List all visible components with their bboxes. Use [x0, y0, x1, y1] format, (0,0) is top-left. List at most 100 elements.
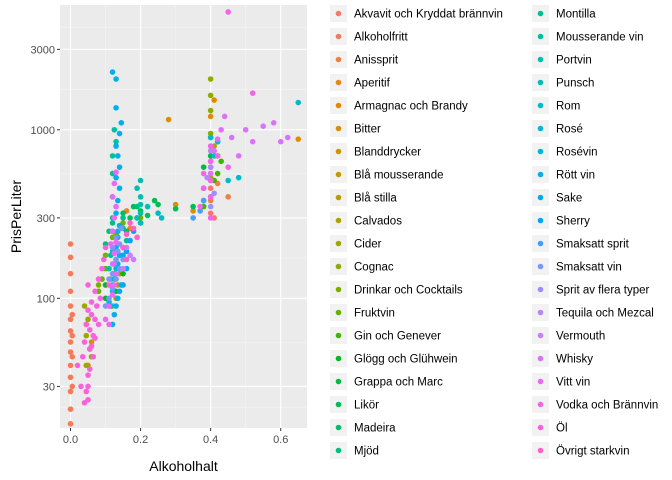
data-point	[207, 143, 214, 149]
legend-label: Övrigt starkvin	[556, 446, 630, 458]
y-tick-label: 1000	[31, 125, 55, 137]
data-point	[130, 225, 137, 232]
data-point	[207, 92, 214, 99]
legend-item: Fruktvin	[330, 304, 395, 321]
legend-label: Smaksatt vin	[556, 262, 622, 274]
x-tick-label: 0.2	[133, 434, 148, 446]
legend-item: Blå stilla	[330, 189, 397, 206]
legend-label: Rosé	[556, 124, 583, 136]
data-point	[113, 105, 119, 111]
data-point	[79, 353, 86, 360]
data-point	[155, 210, 161, 216]
legend-key-point	[537, 240, 544, 247]
legend-key-point	[537, 217, 544, 224]
legend-key-point	[335, 378, 342, 385]
data-point	[86, 327, 93, 333]
data-point	[249, 90, 256, 96]
data-point	[85, 282, 91, 288]
data-point	[116, 130, 123, 137]
data-point	[120, 270, 126, 277]
data-point	[134, 234, 140, 241]
data-point	[295, 99, 302, 106]
legend-key-point	[335, 424, 342, 431]
data-point	[92, 288, 98, 295]
legend-label: Akvavit och Kryddat brännvin	[354, 9, 503, 21]
data-point	[67, 288, 74, 295]
data-point	[67, 362, 74, 369]
legend-key-point	[537, 286, 544, 293]
legend-item: Rött vin	[532, 166, 595, 183]
data-point	[190, 208, 196, 214]
data-point	[207, 203, 214, 210]
data-point	[207, 158, 214, 165]
legend-key-point	[335, 148, 342, 155]
data-point	[95, 321, 102, 328]
data-point	[85, 307, 91, 314]
data-point	[86, 366, 93, 372]
data-point	[83, 332, 90, 339]
legend-item: Likör	[330, 396, 379, 413]
data-point	[242, 126, 249, 133]
legend-item: Blå mousserande	[330, 166, 444, 183]
data-point	[120, 282, 126, 288]
data-point	[115, 197, 121, 204]
data-point	[67, 241, 74, 247]
data-point	[67, 303, 74, 309]
data-point	[200, 185, 207, 192]
data-point	[295, 136, 302, 142]
data-point	[113, 143, 119, 149]
data-point	[83, 321, 90, 328]
data-points	[67, 9, 302, 427]
data-point	[85, 383, 91, 390]
legend-key-point	[537, 447, 544, 454]
legend: Akvavit och Kryddat brännvin Alkoholfritt…	[330, 5, 658, 459]
legend-key-point	[335, 332, 342, 339]
data-point	[214, 136, 221, 142]
data-point	[172, 201, 179, 208]
data-point	[106, 321, 112, 328]
legend-label: Mjöd	[354, 446, 379, 458]
y-axis-title: PrisPerLiter	[8, 180, 24, 253]
data-point	[109, 220, 116, 226]
data-point	[69, 311, 76, 318]
data-point	[197, 203, 203, 210]
data-point	[69, 383, 76, 390]
data-point	[109, 194, 116, 200]
legend-item: Sherry	[532, 212, 590, 229]
legend-key-point	[335, 286, 342, 293]
legend-item: Smaksatt vin	[532, 258, 622, 275]
data-point	[83, 388, 90, 395]
data-point	[116, 185, 123, 192]
legend-item: Armagnac och Brandy	[330, 97, 468, 114]
data-point	[113, 256, 119, 263]
data-point	[120, 210, 126, 216]
legend-label: Grappa och Marc	[354, 377, 443, 389]
data-point	[113, 234, 119, 241]
data-point	[120, 244, 126, 251]
data-point	[200, 197, 207, 204]
legend-key-point	[335, 194, 342, 201]
data-point	[102, 252, 109, 259]
x-tick-label: 0.4	[203, 434, 218, 446]
legend-key-point	[537, 56, 544, 63]
data-point	[207, 170, 214, 177]
data-point	[106, 303, 112, 309]
data-point	[99, 265, 105, 272]
legend-key-point	[537, 194, 544, 201]
legend-label: Punsch	[556, 78, 594, 90]
legend-item: Alkoholfritt	[330, 28, 408, 45]
legend-item: Anissprit	[330, 51, 399, 68]
legend-key-point	[335, 447, 342, 454]
data-point	[137, 210, 144, 216]
data-point	[67, 254, 74, 261]
data-point	[127, 237, 133, 244]
data-point	[277, 138, 284, 145]
legend-key-point	[335, 309, 342, 316]
legend-item: Vitt vin	[532, 373, 590, 390]
data-point	[83, 362, 90, 369]
data-point	[81, 339, 88, 345]
data-point	[207, 185, 214, 192]
data-point	[249, 138, 256, 145]
y-tick-label: 300	[37, 213, 55, 225]
data-point	[207, 164, 214, 170]
